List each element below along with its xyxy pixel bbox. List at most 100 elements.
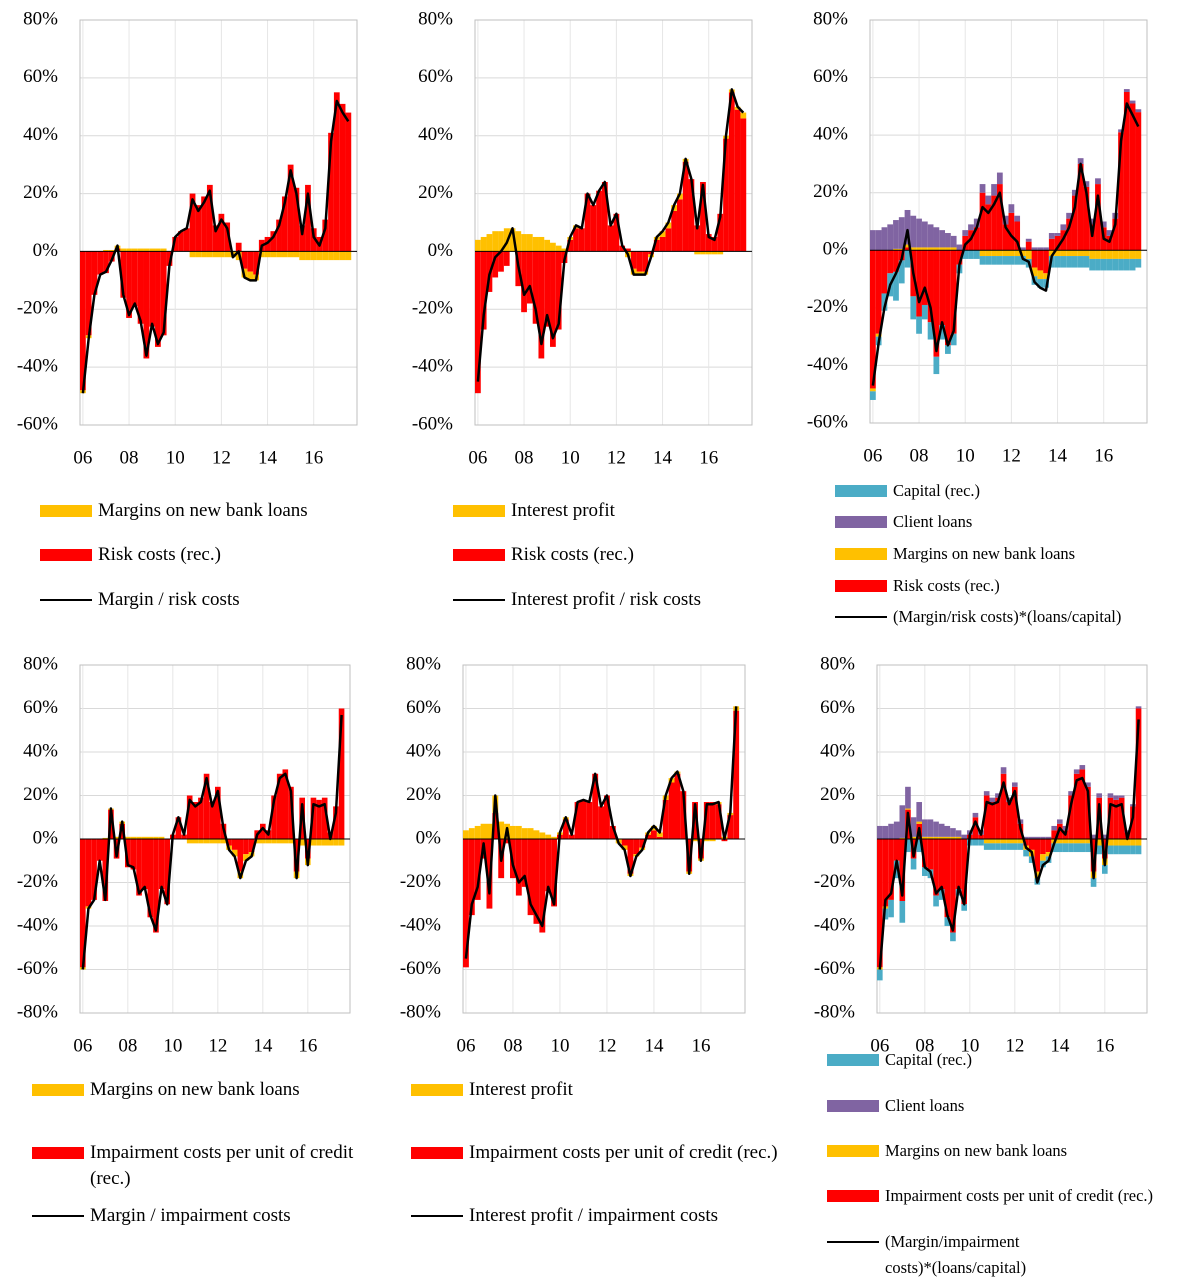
bar-segment <box>1025 241 1032 251</box>
bar-segment <box>944 836 951 839</box>
bar-segment <box>665 222 672 229</box>
bar-segment <box>1083 256 1090 268</box>
legend-label: Capital (rec.) <box>893 481 981 500</box>
legend-item: Capital (rec.) <box>827 1047 1177 1073</box>
bar-segment <box>916 247 922 251</box>
bar-segment <box>921 304 928 320</box>
legend-label: Interest profit / risk costs <box>511 589 701 610</box>
bar-segment <box>125 836 131 839</box>
bar-segment <box>281 196 288 252</box>
line-series <box>81 714 343 970</box>
plot-frame <box>79 19 358 426</box>
bar-segment <box>574 802 581 839</box>
bar-segment <box>206 184 213 252</box>
bar-segment <box>1002 224 1009 251</box>
bar-segment <box>893 839 900 861</box>
bar-segment <box>212 225 219 252</box>
bar-segment <box>944 839 951 918</box>
bar-segment <box>933 839 939 896</box>
bar-segment <box>288 839 294 844</box>
bar-segment <box>1130 839 1136 846</box>
bar-segment <box>1028 856 1035 863</box>
bar-segment <box>1135 839 1142 846</box>
bar-segment <box>1045 836 1052 839</box>
bar-segment <box>1037 270 1044 280</box>
bar-segment <box>181 834 187 839</box>
bar-segment <box>1060 224 1067 231</box>
bar-segment <box>555 251 562 330</box>
legend-item: Margins on new bank loans <box>827 1138 1177 1164</box>
bar-segment <box>905 786 911 809</box>
bar-segment <box>694 251 701 255</box>
bar-segment <box>1031 250 1038 268</box>
bar-segment <box>276 219 282 252</box>
bar-segment <box>1031 247 1038 251</box>
legend-item: Interest profit <box>453 498 773 524</box>
bar-segment <box>728 92 735 252</box>
bar-segment <box>688 179 695 252</box>
bar-segment <box>322 251 329 261</box>
bar-segment <box>1113 799 1119 839</box>
bar-segment <box>656 836 663 839</box>
bar-segment <box>1135 706 1142 709</box>
bar-segment <box>985 250 992 257</box>
bar-segment <box>166 251 173 266</box>
bar-segment <box>700 182 706 252</box>
bar-segment <box>253 251 259 275</box>
x-tick-label: 06 <box>456 1035 475 1056</box>
bar-segment <box>1071 189 1078 196</box>
bar-segment <box>904 209 911 245</box>
y-tick-label: 60% <box>418 66 453 87</box>
bar-segment <box>1107 793 1114 798</box>
bar-segment <box>972 817 979 839</box>
bar-segment <box>956 244 963 251</box>
line-series <box>464 706 738 959</box>
bar-segment <box>226 839 232 846</box>
legend-item: Impairment costs per unit of credit (rec… <box>411 1140 791 1166</box>
bar-segment <box>1077 250 1084 257</box>
bar-segment <box>985 256 992 265</box>
bar-segment <box>703 839 710 842</box>
bar-segment <box>503 251 510 266</box>
bar-segment <box>492 812 499 839</box>
legend-label: (Margin/risk costs)*(loans/capital) <box>893 607 1122 626</box>
bar-segment <box>510 825 516 839</box>
bar-segment <box>237 839 244 872</box>
bar-segment <box>526 251 533 304</box>
bar-segment <box>201 196 207 252</box>
bar-segment <box>870 230 876 251</box>
bar-segment <box>126 248 132 252</box>
bar-segment <box>539 839 546 933</box>
y-tick-label: 80% <box>406 653 441 674</box>
bar-segment <box>1096 793 1102 798</box>
bar-segment <box>653 239 660 252</box>
x-tick-label: 06 <box>73 447 92 468</box>
bar-segment <box>1006 843 1012 850</box>
bar-segment <box>910 247 917 251</box>
bar-segment <box>893 248 899 251</box>
y-tick-label: 40% <box>23 740 58 761</box>
legend-item: Margin / impairment costs <box>32 1203 372 1229</box>
bar-segment <box>281 251 288 258</box>
x-tick-label: 12 <box>607 447 626 468</box>
y-tick-label: -40% <box>814 914 855 935</box>
y-tick-label: 0% <box>830 827 856 848</box>
bar-segment <box>1130 806 1136 839</box>
bar-segment <box>143 248 150 252</box>
bar-segment <box>158 836 165 839</box>
x-tick-label: 16 <box>1094 445 1113 466</box>
bar-segment <box>979 256 986 265</box>
bar-segment <box>1012 839 1018 844</box>
bar-segment <box>621 845 628 850</box>
y-tick-label: 40% <box>813 124 848 145</box>
bar-segment <box>515 839 522 896</box>
bar-segment <box>265 839 272 844</box>
bar-segment <box>321 797 328 839</box>
bar-segment <box>1048 250 1055 257</box>
bar-segment <box>130 836 137 839</box>
bar-segment <box>983 843 990 850</box>
bar-segment <box>898 260 905 284</box>
bar-segment <box>578 228 585 252</box>
bar-segment <box>1062 843 1069 853</box>
bar-segment <box>1100 258 1107 271</box>
